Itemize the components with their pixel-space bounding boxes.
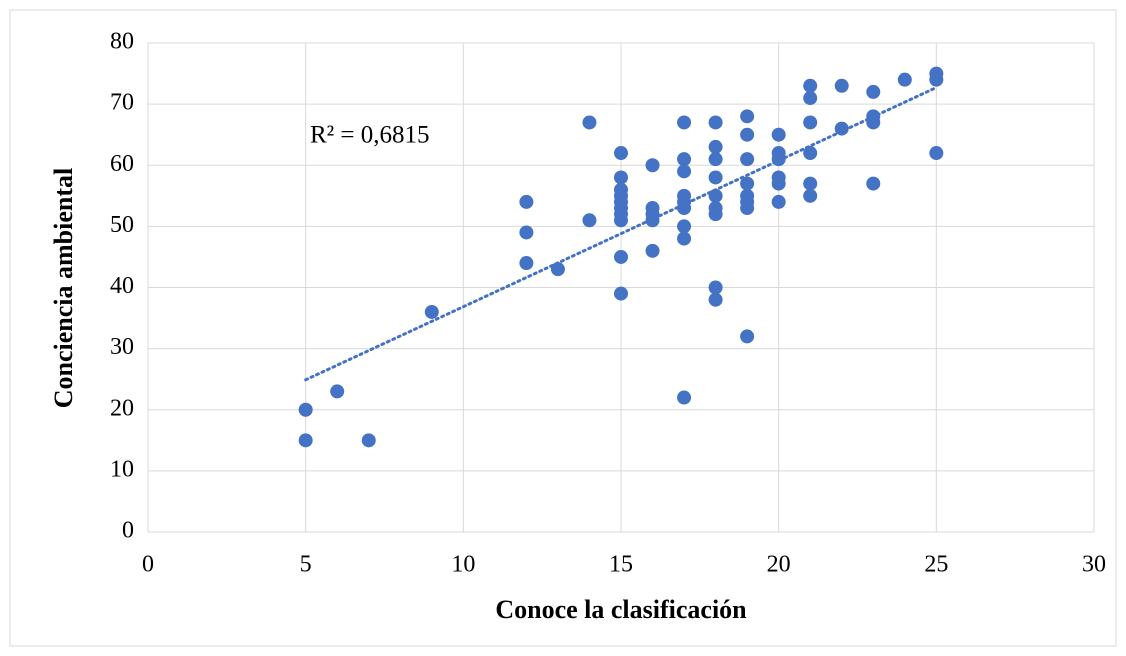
point	[771, 176, 786, 191]
point	[771, 194, 786, 209]
y-tick-label: 20	[110, 395, 134, 421]
point	[614, 286, 628, 301]
point	[803, 146, 818, 161]
point	[614, 249, 628, 264]
point	[740, 127, 755, 142]
point	[740, 176, 755, 191]
point	[550, 262, 565, 277]
point	[519, 256, 534, 271]
point	[424, 304, 439, 319]
y-tick-label: 70	[110, 90, 134, 116]
point	[866, 84, 881, 99]
point	[298, 402, 313, 417]
point	[582, 213, 597, 228]
point	[834, 78, 849, 93]
x-tick-label: 0	[142, 552, 154, 578]
chart-frame	[9, 9, 1117, 647]
point	[677, 115, 692, 130]
y-tick-label: 80	[110, 29, 134, 55]
point	[929, 146, 944, 161]
trendline	[304, 86, 938, 382]
point	[645, 158, 660, 173]
y-tick-label: 60	[110, 151, 134, 177]
point	[803, 176, 818, 191]
y-tick-label: 50	[110, 212, 134, 238]
point	[803, 78, 818, 93]
point	[519, 194, 534, 209]
y-tick-label: 40	[110, 273, 134, 299]
point	[740, 329, 755, 344]
point	[708, 292, 723, 307]
point	[740, 109, 755, 124]
y-axis-title: Conciencia ambiental	[49, 168, 78, 409]
point	[929, 72, 944, 87]
point	[645, 243, 660, 258]
point	[582, 115, 597, 130]
r-squared-label: R² = 0,6815	[310, 122, 430, 149]
point	[708, 115, 723, 130]
x-tick-label: 25	[924, 552, 948, 578]
point	[897, 72, 912, 87]
x-tick-label: 20	[767, 552, 791, 578]
point	[708, 188, 723, 203]
point	[740, 201, 755, 216]
point	[519, 225, 534, 240]
point	[361, 433, 376, 448]
point	[771, 127, 786, 142]
point	[708, 152, 723, 167]
point	[677, 152, 692, 167]
point	[677, 231, 692, 246]
point	[298, 433, 313, 448]
x-axis-title: Conoce la clasificación	[495, 595, 747, 624]
point	[614, 213, 628, 228]
point	[330, 384, 345, 399]
point	[677, 164, 692, 179]
point	[803, 91, 818, 106]
x-tick-label: 5	[300, 552, 312, 578]
point	[708, 280, 723, 295]
y-tick-label: 10	[110, 456, 134, 482]
point	[614, 170, 628, 185]
point	[803, 115, 818, 130]
point	[803, 188, 818, 203]
x-tick-label: 30	[1082, 552, 1106, 578]
point	[677, 390, 692, 405]
point	[614, 146, 628, 161]
y-tick-label: 30	[110, 334, 134, 360]
point	[866, 115, 881, 130]
point	[708, 139, 723, 154]
y-tick-label: 0	[122, 518, 134, 544]
point	[740, 152, 755, 167]
point	[866, 176, 881, 191]
x-tick-label: 10	[451, 552, 475, 578]
point	[708, 170, 723, 185]
x-tick-label: 15	[609, 552, 633, 578]
point	[708, 207, 723, 222]
point	[677, 219, 692, 234]
